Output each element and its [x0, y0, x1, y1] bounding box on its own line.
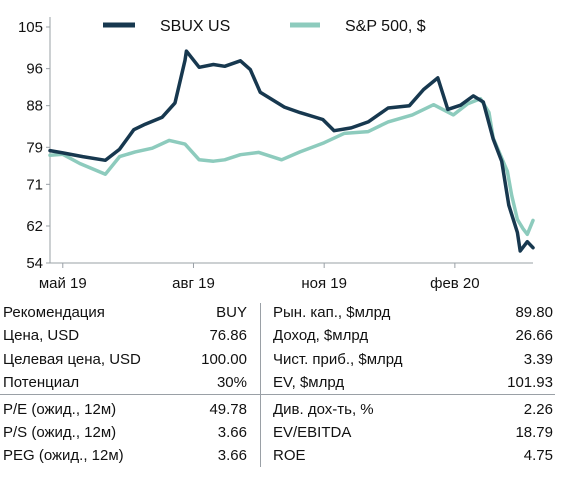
x-axis: май 19 авг 19 ноя 19 фев 20: [39, 262, 533, 292]
metric-label: Доход, $млрд: [273, 327, 369, 345]
metric-label: Потенциал: [3, 374, 80, 392]
metric-row: Целевая цена, USD 100.00: [3, 348, 247, 371]
metric-label: ROE: [273, 447, 306, 465]
metric-value: 3.66: [217, 424, 247, 441]
x-tick-label: ноя 19: [301, 275, 347, 292]
y-axis: 105 96 88 79 71 62 54: [18, 17, 51, 272]
metric-row: P/S (ожид., 12м) 3.66: [3, 421, 247, 444]
metric-label: Див. дох-ть, %: [273, 400, 374, 418]
section-divider: [0, 394, 555, 395]
x-tick-label: фев 20: [430, 275, 480, 292]
metric-value: BUY: [216, 304, 247, 321]
series-layer: [48, 49, 535, 253]
y-tick-label: 62: [26, 218, 43, 235]
metric-value: 89.80: [515, 304, 553, 321]
chart-legend: SBUX US S&P 500, $: [103, 18, 426, 35]
price-chart: SBUX US S&P 500, $ 105 96 88 79 71 62 54 май 19…: [18, 17, 535, 292]
column-divider: [260, 303, 261, 467]
metric-label: Целевая цена, USD: [3, 350, 141, 368]
metric-label: Чист. приб., $млрд: [273, 350, 403, 368]
metric-value: 49.78: [209, 400, 247, 418]
metric-value: 76.86: [209, 327, 247, 345]
metric-row: P/E (ожид., 12м) 49.78: [3, 398, 247, 421]
metrics-right-column: Рын. кап., $млрд 89.80 Доход, $млрд 26.66 Чи…: [273, 301, 553, 471]
metric-row: ROE 4.75: [273, 444, 553, 467]
metric-row: Рын. кап., $млрд 89.80: [273, 301, 553, 324]
metric-row: Цена, USD 76.86: [3, 324, 247, 347]
metric-row: Див. дох-ть, % 2.26: [273, 398, 553, 421]
metric-row: Рекомендация BUY: [3, 301, 247, 324]
metric-value: 100.00: [201, 350, 247, 368]
sp500-series-line: [48, 96, 535, 237]
metric-value: 26.66: [515, 327, 553, 345]
metric-label: EV/EBITDA: [273, 424, 352, 441]
metric-row: EV, $млрд 101.93: [273, 371, 553, 394]
metric-value: 3.66: [217, 447, 247, 465]
y-tick-label: 71: [26, 176, 43, 193]
metric-label: Рекомендация: [3, 304, 105, 321]
x-tick-label: авг 19: [172, 275, 215, 292]
legend-label: S&P 500, $: [345, 18, 426, 35]
metric-value: 18.79: [515, 424, 553, 441]
metric-row: Чист. приб., $млрд 3.39: [273, 348, 553, 371]
metric-value: 4.75: [523, 447, 553, 465]
metric-value: 30%: [216, 374, 247, 392]
sbux-series-line: [48, 49, 535, 253]
metric-row: EV/EBITDA 18.79: [273, 421, 553, 444]
metric-value: 101.93: [507, 374, 553, 392]
y-tick-label: 88: [26, 98, 43, 115]
y-tick-label: 54: [26, 255, 43, 272]
metric-label: P/S (ожид., 12м): [3, 424, 117, 441]
metric-value: 2.26: [523, 400, 553, 418]
x-tick-label: май 19: [39, 275, 87, 292]
metric-label: Цена, USD: [3, 327, 80, 345]
metric-label: EV, $млрд: [273, 374, 345, 392]
y-tick-label: 79: [26, 139, 43, 156]
metric-row: PEG (ожид., 12м) 3.66: [3, 444, 247, 467]
metrics-left-column: Рекомендация BUY Цена, USD 76.86 Целевая цен…: [3, 301, 247, 471]
y-tick-label: 105: [18, 19, 43, 36]
metric-label: PEG (ожид., 12м): [3, 447, 124, 465]
metric-row: Потенциал 30%: [3, 371, 247, 394]
legend-label: SBUX US: [160, 18, 230, 35]
metrics-table: Рекомендация BUY Цена, USD 76.86 Целевая цен…: [0, 301, 568, 471]
metric-row: Доход, $млрд 26.66: [273, 324, 553, 347]
metric-label: P/E (ожид., 12м): [3, 400, 117, 418]
metric-label: Рын. кап., $млрд: [273, 304, 391, 321]
y-tick-label: 96: [26, 61, 43, 78]
metric-value: 3.39: [523, 350, 553, 368]
